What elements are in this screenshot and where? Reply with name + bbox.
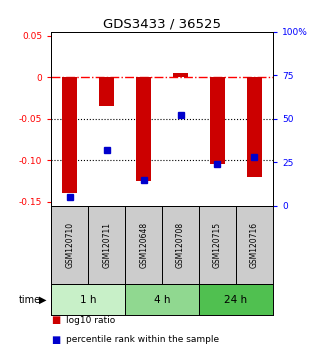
Text: time: time (19, 295, 41, 305)
Text: 4 h: 4 h (154, 295, 170, 305)
Text: ▶: ▶ (39, 295, 47, 305)
Text: 1 h: 1 h (80, 295, 97, 305)
Bar (62, 78, 77, 193)
Text: GSM120716: GSM120716 (250, 222, 259, 268)
Bar (136, 78, 151, 181)
Bar (199, 206, 236, 284)
Text: log10 ratio: log10 ratio (66, 316, 115, 325)
Text: ■: ■ (51, 335, 61, 345)
Bar (88, 206, 125, 284)
Bar (247, 78, 262, 177)
Bar (236, 206, 273, 284)
Text: GSM120708: GSM120708 (176, 222, 185, 268)
Text: percentile rank within the sample: percentile rank within the sample (66, 335, 219, 344)
Bar (99, 78, 114, 106)
Text: GSM120710: GSM120710 (65, 222, 74, 268)
Bar (51, 284, 125, 315)
Text: GSM120648: GSM120648 (139, 222, 148, 268)
Text: GSM120711: GSM120711 (102, 222, 111, 268)
Title: GDS3433 / 36525: GDS3433 / 36525 (103, 18, 221, 31)
Bar (125, 284, 199, 315)
Bar (162, 206, 199, 284)
Bar (51, 206, 88, 284)
Bar (173, 73, 188, 78)
Text: 24 h: 24 h (224, 295, 247, 305)
Bar (199, 284, 273, 315)
Text: ■: ■ (51, 315, 61, 325)
Bar (125, 206, 162, 284)
Text: GSM120715: GSM120715 (213, 222, 222, 268)
Bar (210, 78, 225, 164)
